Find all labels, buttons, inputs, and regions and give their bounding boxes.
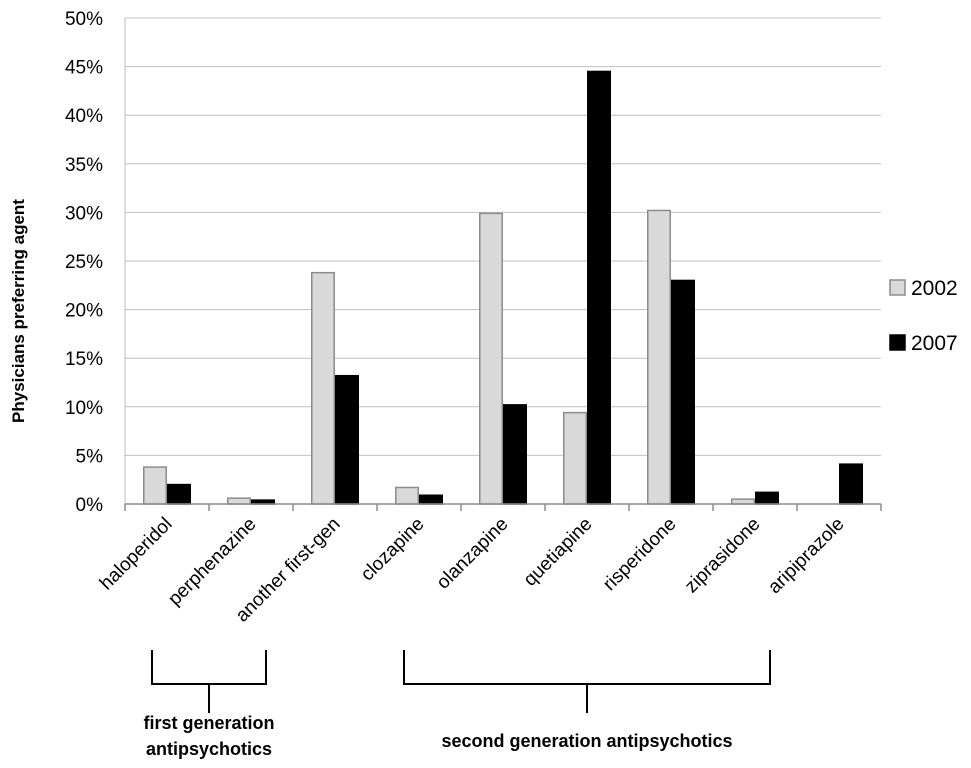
group-bracket <box>403 650 771 685</box>
y-axis-label: Physicians preferring agent <box>9 199 28 423</box>
x-tick-label: quetiapine <box>520 514 597 591</box>
bar-2007-clozapine <box>419 494 443 505</box>
bar-2007-quetiapine <box>587 70 611 505</box>
bar-2007-olanzapine <box>503 404 527 505</box>
x-tick-label: aripiprazole <box>764 514 848 598</box>
bar-2007-risperidone <box>671 279 695 505</box>
group-label: first generation <box>143 713 274 733</box>
legend-swatch <box>889 279 906 296</box>
bar-2007-ziprasidone <box>755 491 779 505</box>
bar-2002-haloperidol <box>143 466 167 505</box>
y-tick-label: 45% <box>65 58 103 79</box>
bar-2002-perphenazine <box>227 497 251 505</box>
bar-2007-aripiprazole <box>839 463 863 505</box>
bar-2002-olanzapine <box>479 212 503 505</box>
legend-label: 2002 <box>911 277 958 300</box>
y-tick-label: 50% <box>65 9 103 30</box>
x-tick-label: haloperidol <box>96 514 177 595</box>
y-tick-label: 10% <box>65 398 103 419</box>
y-tick-label: 20% <box>65 301 103 322</box>
x-tick-label: risperidone <box>599 514 680 595</box>
group-brackets: first generation antipsychotics second gen… <box>143 650 771 759</box>
x-tick-label: ziprasidone <box>681 514 765 598</box>
x-axis <box>124 503 882 511</box>
x-tick-label: olanzapine <box>433 514 513 594</box>
y-tick-label: 30% <box>65 203 103 224</box>
bar-2002-risperidone <box>647 209 671 505</box>
bar-2002-another-first-gen <box>311 271 335 505</box>
y-axis-tick-labels: 0% 5% 10% 15% 20% 25% 30% 35% 40% 45% 50% <box>65 9 103 516</box>
legend: 2002 2007 <box>889 277 958 355</box>
y-tick-label: 15% <box>65 349 103 370</box>
y-tick-label: 5% <box>76 446 104 467</box>
y-tick-label: 25% <box>65 252 103 273</box>
group-label: second generation antipsychotics <box>441 731 732 751</box>
x-tick-label: perphenazine <box>164 514 260 610</box>
bar-2007-another-first-gen <box>335 374 359 505</box>
bars <box>143 70 863 505</box>
y-tick-label: 40% <box>65 106 103 127</box>
group-label: antipsychotics <box>146 739 272 759</box>
legend-swatch <box>889 334 906 351</box>
y-tick-label: 0% <box>76 495 104 516</box>
bar-2007-haloperidol <box>167 483 191 505</box>
legend-label: 2007 <box>911 332 958 355</box>
x-tick-label: clozapine <box>357 514 429 586</box>
y-tick-label: 35% <box>65 155 103 176</box>
group-bracket <box>151 650 267 685</box>
bar-2002-clozapine <box>395 486 419 505</box>
bar-2002-quetiapine <box>563 411 587 505</box>
